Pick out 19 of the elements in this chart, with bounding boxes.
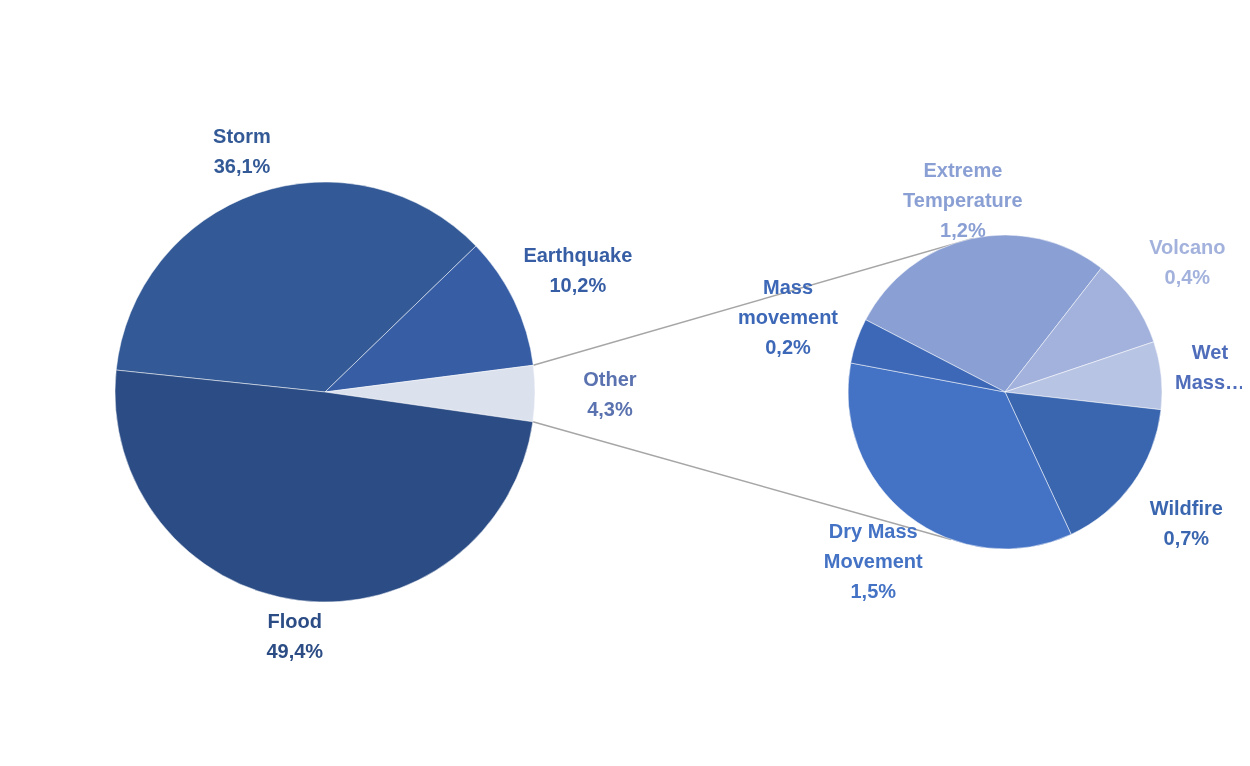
data-label: 4,3% [587,398,633,421]
data-label: 49,4% [266,639,324,662]
data-label: 0,2% [765,336,812,359]
slice-label: Other [583,368,637,391]
slice-label: Dry Mass Movement [823,520,924,573]
slice-label: Storm [213,125,271,148]
data-label: 1,2% [940,218,986,241]
slice-label: Extreme Temperature [903,158,1023,211]
slice-label: Earthquake [523,244,633,267]
data-label: 0,7% [1163,526,1210,549]
data-label: 10,2% [549,274,607,297]
slice-label: Wet Mass… [1174,341,1246,394]
slice-label: Wildfire [1149,496,1223,519]
data-label: 1,5% [850,580,897,603]
slice-label: Volcano [1149,236,1226,259]
data-label: 0,4% [1164,266,1211,289]
slice-label: Flood [267,609,322,632]
slice-label: Mass movement [737,276,839,329]
data-label: 36,1% [213,155,271,178]
